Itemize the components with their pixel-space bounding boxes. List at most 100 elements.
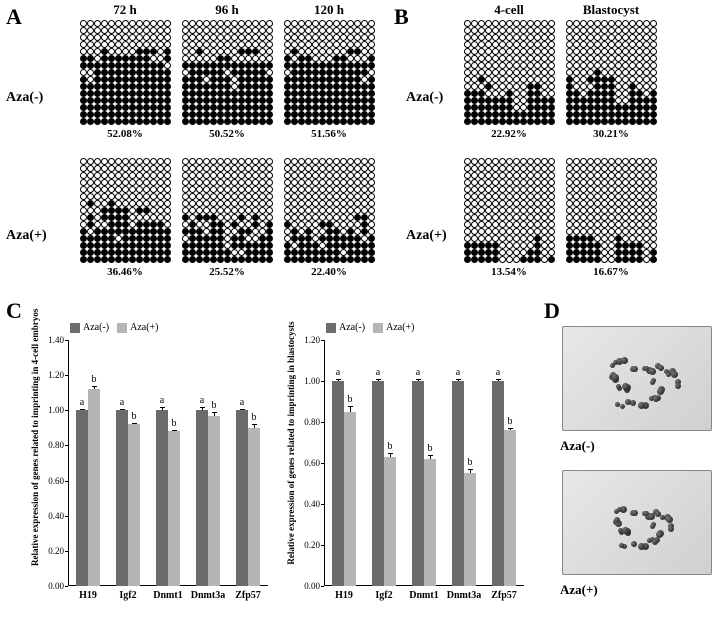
- methylation-dot: [594, 55, 601, 62]
- methylation-dot: [548, 179, 555, 186]
- methylation-dot: [587, 186, 594, 193]
- methylation-dot: [298, 111, 305, 118]
- methylation-dot: [245, 76, 252, 83]
- methylation-dot: [361, 48, 368, 55]
- methylation-dot: [361, 256, 368, 263]
- methylation-dot: [94, 221, 101, 228]
- methylation-dot: [115, 97, 122, 104]
- embryo-cell: [631, 541, 637, 547]
- y-axis-label: Relative expression of genes related to …: [286, 320, 296, 566]
- methylation-dot: [608, 158, 615, 165]
- methylation-dot: [506, 90, 513, 97]
- methylation-dot: [340, 179, 347, 186]
- methylation-dot: [217, 179, 224, 186]
- methylation-dot: [143, 90, 150, 97]
- methylation-dot: [464, 97, 471, 104]
- methylation-dot: [319, 158, 326, 165]
- methylation-dot: [210, 172, 217, 179]
- methylation-dot: [573, 27, 580, 34]
- methylation-dot: [210, 193, 217, 200]
- methylation-dot: [122, 118, 129, 125]
- methylation-dot: [636, 242, 643, 249]
- row-label-a-neg: Aza(-): [6, 90, 43, 106]
- methylation-dot: [196, 249, 203, 256]
- embryo-cell: [650, 524, 655, 529]
- methylation-dot: [527, 193, 534, 200]
- methylation-dot: [471, 221, 478, 228]
- methylation-dot: [601, 228, 608, 235]
- methylation-dot: [580, 249, 587, 256]
- methylation-dot: [182, 104, 189, 111]
- methylation-dot: [534, 118, 541, 125]
- methylation-dot: [210, 69, 217, 76]
- methylation-dot: [122, 200, 129, 207]
- methylation-dot: [636, 62, 643, 69]
- methylation-dot: [513, 55, 520, 62]
- methylation-dot: [608, 186, 615, 193]
- methylation-dot: [601, 221, 608, 228]
- methylation-dot: [594, 242, 601, 249]
- methylation-dot: [312, 104, 319, 111]
- methylation-dot: [157, 69, 164, 76]
- methylation-dot: [615, 97, 622, 104]
- methylation-dot: [347, 97, 354, 104]
- methylation-dot: [101, 235, 108, 242]
- y-tick-label: 0.60: [292, 458, 320, 468]
- methylation-dot: [217, 20, 224, 27]
- methylation-dot: [478, 200, 485, 207]
- methylation-dot: [266, 41, 273, 48]
- methylation-dot: [136, 242, 143, 249]
- methylation-dot: [136, 48, 143, 55]
- methylation-dot: [80, 97, 87, 104]
- methylation-dot: [94, 27, 101, 34]
- methylation-dot: [499, 111, 506, 118]
- methylation-dot: [238, 249, 245, 256]
- methylation-dot: [80, 41, 87, 48]
- methylation-dot: [548, 235, 555, 242]
- methylation-dot: [259, 228, 266, 235]
- methylation-dot: [492, 48, 499, 55]
- methylation-dot: [506, 118, 513, 125]
- methylation-dot: [527, 235, 534, 242]
- methylation-dot: [513, 34, 520, 41]
- methylation-dot: [284, 27, 291, 34]
- methylation-dot: [499, 83, 506, 90]
- methylation-dot: [541, 235, 548, 242]
- methylation-dot: [115, 118, 122, 125]
- methylation-dot: [94, 200, 101, 207]
- x-axis-label: Zfp57: [228, 590, 268, 601]
- methylation-dot: [333, 48, 340, 55]
- methylation-dot: [143, 214, 150, 221]
- methylation-dot: [266, 172, 273, 179]
- methylation-dot: [580, 62, 587, 69]
- methylation-dot: [608, 242, 615, 249]
- methylation-dot: [354, 193, 361, 200]
- methylation-dot: [203, 158, 210, 165]
- methylation-dot: [587, 172, 594, 179]
- methylation-dot: [115, 55, 122, 62]
- dot-grid: [464, 20, 555, 125]
- methylation-dot: [122, 41, 129, 48]
- methylation-dot: [580, 76, 587, 83]
- methylation-dot: [284, 83, 291, 90]
- methylation-dot: [298, 228, 305, 235]
- methylation-dot: [298, 118, 305, 125]
- methylation-dot: [534, 207, 541, 214]
- methylation-dot: [368, 20, 375, 27]
- methylation-dot: [471, 97, 478, 104]
- methylation-dot: [259, 193, 266, 200]
- methylation-dot: [499, 41, 506, 48]
- methylation-dot: [587, 34, 594, 41]
- embryo-cell: [657, 388, 664, 395]
- methylation-dot: [326, 193, 333, 200]
- methylation-dot: [333, 83, 340, 90]
- methylation-dot: [203, 97, 210, 104]
- row-label-b-neg: Aza(-): [406, 90, 443, 106]
- methylation-dot: [354, 172, 361, 179]
- methylation-dot: [298, 179, 305, 186]
- methylation-dot: [101, 69, 108, 76]
- methylation-dot: [143, 256, 150, 263]
- methylation-dot: [231, 186, 238, 193]
- methylation-dot: [499, 242, 506, 249]
- methylation-dot: [541, 48, 548, 55]
